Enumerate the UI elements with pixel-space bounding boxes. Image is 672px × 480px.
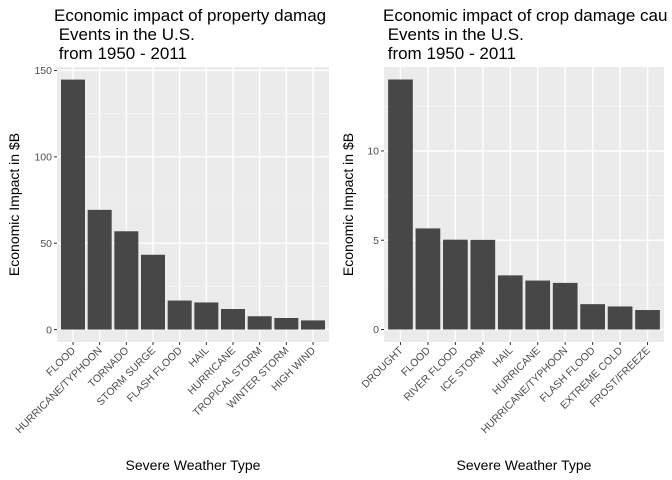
y-tick-label: 100 [34,152,52,164]
bar [87,209,112,330]
chart-title-line-2: Events in the U.S. [383,25,524,44]
bars [388,79,660,330]
bar [525,280,551,330]
bar [274,317,299,330]
bar [635,310,660,330]
y-tick-label: 10 [367,146,379,158]
x-tick-label: DROUGHT [360,344,406,390]
y-tick-label: 5 [373,235,379,247]
bar [580,304,605,330]
bar [141,254,165,330]
bar [552,282,578,330]
chart-title-line-3: from 1950 - 2011 [54,44,187,63]
bar [221,309,245,330]
y-axis: 0 50 100 150 [34,65,57,336]
bar [194,302,219,330]
y-tick-label: 0 [46,324,52,336]
chart-property-damage: Economic impact of property damag Events… [6,6,329,473]
chart-title-line-3: from 1950 - 2011 [383,44,516,63]
bars [61,79,325,330]
x-axis-title: Severe Weather Type [457,457,592,473]
bar [61,79,85,330]
bar [301,320,325,330]
bar [388,79,413,330]
x-tick-label: HAIL [490,345,515,370]
bar [415,228,441,330]
chart-title-line-1: Economic impact of property damag [54,6,326,25]
y-tick-label: 0 [373,324,379,336]
bar [607,306,633,330]
x-axis-title: Severe Weather Type [126,457,261,473]
y-axis: 0 5 10 [367,146,384,336]
bar [443,239,468,330]
chart-title-line-1: Economic impact of crop damage cau [383,6,667,25]
bar [497,275,523,330]
bar [470,239,496,330]
chart-title-line-2: Events in the U.S. [54,25,195,44]
y-axis-title: Economic Impact in $B [6,133,22,276]
y-axis-title: Economic Impact in $B [340,133,356,276]
y-tick-label: 50 [40,238,52,250]
bar [167,300,192,330]
chart-crop-damage: Economic impact of crop damage cau Event… [340,6,667,473]
bar [247,316,272,330]
bar [114,231,139,330]
y-tick-label: 150 [34,65,52,77]
